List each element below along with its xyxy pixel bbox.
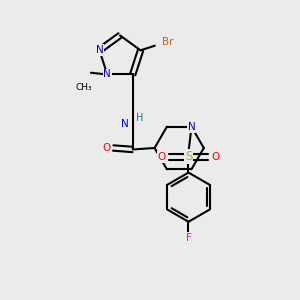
Text: N: N: [96, 45, 103, 55]
Text: CH₃: CH₃: [76, 83, 92, 92]
Text: O: O: [103, 143, 111, 153]
Text: Br: Br: [162, 37, 173, 46]
Text: N: N: [121, 119, 129, 129]
Text: S: S: [185, 150, 192, 163]
Text: N: N: [188, 122, 195, 132]
Text: H: H: [136, 113, 143, 123]
Text: O: O: [158, 152, 166, 162]
Text: F: F: [186, 233, 191, 243]
Text: O: O: [212, 152, 220, 162]
Text: N: N: [103, 70, 111, 80]
